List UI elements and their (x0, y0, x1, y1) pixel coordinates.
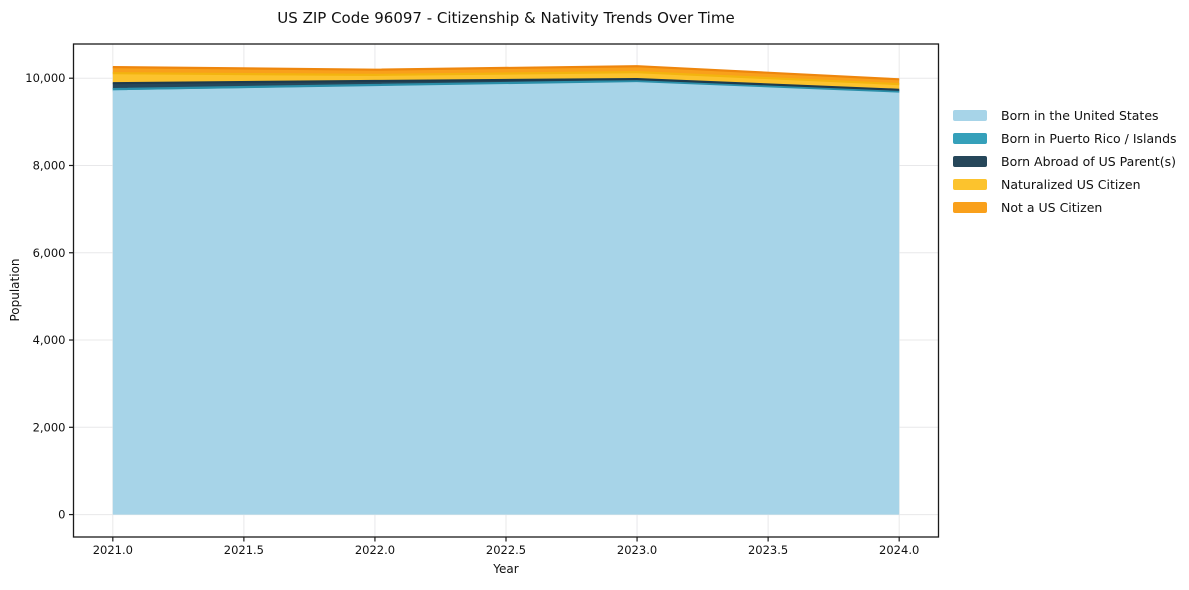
y-axis-label: Population (8, 258, 22, 322)
y-tick-label: 6,000 (33, 246, 66, 260)
x-axis-label: Year (493, 562, 519, 576)
x-tick-label: 2024.0 (879, 543, 919, 557)
legend-swatch (953, 133, 987, 144)
legend-item: Not a US Citizen (953, 196, 1177, 219)
band-edge-line (112, 70, 900, 86)
x-tick-label: 2023.0 (617, 543, 657, 557)
legend-label: Naturalized US Citizen (1001, 177, 1141, 192)
band-edge-line (112, 79, 900, 93)
band-edge-line (112, 77, 900, 91)
area-band (112, 72, 900, 90)
x-tick-label: 2021.0 (93, 543, 133, 557)
legend-swatch (953, 156, 987, 167)
legend: Born in the United States Born in Puerto… (953, 104, 1177, 219)
y-tick-label: 10,000 (25, 71, 65, 85)
y-tick-label: 2,000 (33, 420, 66, 434)
y-tick-label: 8,000 (33, 158, 66, 172)
y-tick-label: 0 (58, 508, 65, 522)
legend-label: Not a US Citizen (1001, 200, 1103, 215)
area-band (112, 66, 900, 85)
legend-label: Born in Puerto Rico / Islands (1001, 131, 1177, 146)
legend-item: Naturalized US Citizen (953, 173, 1177, 196)
legend-item: Born Abroad of US Parent(s) (953, 150, 1177, 173)
band-edge-line (112, 65, 900, 81)
x-tick-label: 2022.5 (486, 543, 526, 557)
legend-label: Born in the United States (1001, 108, 1159, 123)
legend-label: Born Abroad of US Parent(s) (1001, 154, 1176, 169)
legend-item: Born in Puerto Rico / Islands (953, 127, 1177, 150)
legend-swatch (953, 110, 987, 121)
x-tick-label: 2022.0 (355, 543, 395, 557)
legend-swatch (953, 179, 987, 190)
area-band (112, 82, 900, 515)
x-tick-label: 2021.5 (224, 543, 264, 557)
legend-swatch (953, 202, 987, 213)
x-tick-label: 2023.5 (748, 543, 788, 557)
legend-item: Born in the United States (953, 104, 1177, 127)
band-edge-line (112, 81, 900, 94)
chart-title: US ZIP Code 96097 - Citizenship & Nativi… (277, 9, 735, 27)
y-tick-label: 4,000 (33, 333, 66, 347)
